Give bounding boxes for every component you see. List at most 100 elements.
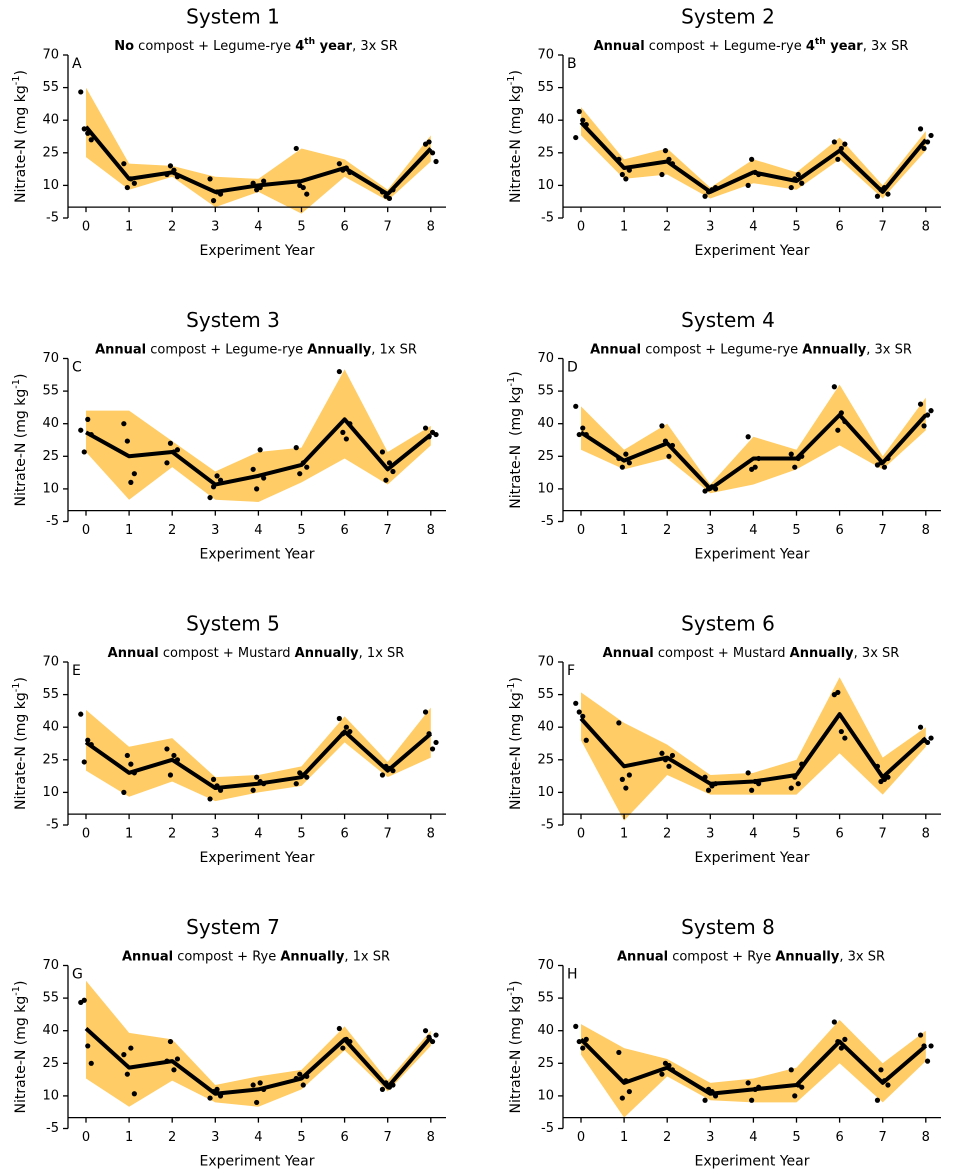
- x-tick-label: 2: [168, 1130, 176, 1145]
- text-segment: ): [508, 70, 524, 75]
- data-point: [756, 171, 762, 178]
- mean-line: [84, 729, 433, 791]
- data-point: [293, 445, 299, 451]
- data-point: [174, 447, 181, 453]
- text-segment: -1: [11, 379, 22, 389]
- y-tick-label: -5: [541, 211, 554, 226]
- y-tick-label: 25: [537, 145, 554, 160]
- data-point: [217, 1093, 224, 1099]
- data-point: [383, 1080, 389, 1086]
- data-point: [78, 89, 84, 95]
- data-point: [422, 709, 429, 715]
- text-segment: Nitrate-N (mg kg: [508, 996, 524, 1114]
- x-tick-label: 0: [82, 523, 90, 538]
- data-point: [799, 453, 805, 459]
- data-point: [580, 425, 586, 431]
- data-point: [304, 774, 310, 780]
- data-point: [128, 176, 134, 182]
- text-segment: -1: [11, 75, 22, 85]
- y-tick-label: 10: [42, 1088, 59, 1103]
- x-tick-label: 3: [211, 523, 219, 538]
- confidence-band: [581, 384, 926, 494]
- x-tick-label: 2: [168, 523, 176, 538]
- data-point: [128, 761, 134, 767]
- data-point: [128, 1045, 134, 1051]
- panel-title: System 4: [681, 308, 775, 332]
- panel-subtitle: Annual compost + Mustard Annually, 1x SR: [108, 646, 405, 661]
- data-point: [343, 165, 349, 171]
- text-segment: -1: [506, 75, 517, 85]
- data-point: [254, 774, 260, 780]
- x-tick-label: 0: [82, 1130, 90, 1145]
- panel-label: D: [567, 360, 578, 376]
- data-point: [207, 1095, 213, 1101]
- confidence-band: [86, 980, 431, 1107]
- data-point: [174, 1056, 181, 1062]
- data-point: [128, 479, 134, 485]
- x-tick-label: 6: [340, 827, 348, 842]
- y-tick-label: -5: [46, 1121, 59, 1136]
- data-point: [390, 1082, 396, 1088]
- data-point: [167, 440, 174, 446]
- data-point: [616, 156, 622, 162]
- data-point: [745, 770, 751, 776]
- data-point: [300, 460, 306, 466]
- text-segment: Annual: [594, 39, 645, 54]
- data-point: [250, 787, 256, 793]
- text-segment: ): [13, 70, 29, 75]
- data-point: [669, 161, 676, 167]
- data-point: [336, 368, 342, 375]
- data-point: [347, 421, 353, 427]
- data-point: [254, 1099, 260, 1106]
- data-point: [838, 1045, 844, 1051]
- panel: System 5 Annual compost + Mustard Annuall…: [11, 612, 446, 866]
- data-point: [749, 787, 755, 793]
- x-tick-label: 1: [125, 1130, 133, 1145]
- y-tick-label: 55: [42, 80, 59, 95]
- data-point: [336, 161, 342, 167]
- x-tick-label: 0: [577, 1130, 585, 1145]
- x-tick-label: 3: [706, 220, 714, 235]
- y-tick-label: 40: [537, 1023, 554, 1038]
- x-tick-label: 7: [384, 523, 392, 538]
- data-point: [709, 1088, 715, 1095]
- x-axis-label: Experiment Year: [695, 547, 810, 563]
- y-axis-label: Nitrate-N (mg kg-1): [11, 374, 30, 507]
- data-point: [583, 1036, 589, 1042]
- y-tick-label: 55: [537, 384, 554, 399]
- x-tick-label: 5: [792, 523, 800, 538]
- text-segment: compost + Mustard: [654, 646, 790, 661]
- data-point: [573, 134, 579, 141]
- data-point: [921, 423, 927, 429]
- x-tick-label: 8: [922, 220, 930, 235]
- x-axis-label: Experiment Year: [200, 243, 315, 259]
- data-point: [799, 180, 805, 186]
- text-segment: -1: [506, 986, 517, 996]
- x-tick-label: 6: [835, 220, 843, 235]
- panel: System 2 Annual compost + Legume-rye 4th …: [506, 5, 941, 259]
- confidence-band: [86, 87, 431, 214]
- text-segment: compost + Rye: [668, 949, 775, 964]
- data-point: [881, 464, 888, 470]
- data-point: [85, 737, 91, 743]
- x-tick-label: 5: [297, 523, 305, 538]
- text-segment: Annually: [790, 646, 855, 661]
- data-point: [928, 408, 934, 414]
- text-segment: Annually: [280, 949, 345, 964]
- data-point: [583, 431, 589, 438]
- data-point: [85, 1043, 91, 1049]
- data-point: [928, 1043, 934, 1049]
- data-point: [336, 715, 342, 722]
- data-point: [379, 189, 386, 195]
- data-point: [174, 174, 181, 180]
- x-tick-label: 8: [427, 827, 435, 842]
- y-axis-label: Nitrate-N (mg kg-1): [11, 70, 30, 203]
- panel-label: E: [72, 663, 81, 679]
- data-point: [390, 187, 396, 193]
- text-segment: ): [508, 677, 524, 682]
- data-point: [164, 171, 170, 178]
- data-point: [167, 163, 174, 169]
- y-axis-label: Nitrate-N (mg kg-1): [506, 371, 525, 508]
- x-tick-label: 8: [922, 1130, 930, 1145]
- y-tick-label: -5: [46, 818, 59, 833]
